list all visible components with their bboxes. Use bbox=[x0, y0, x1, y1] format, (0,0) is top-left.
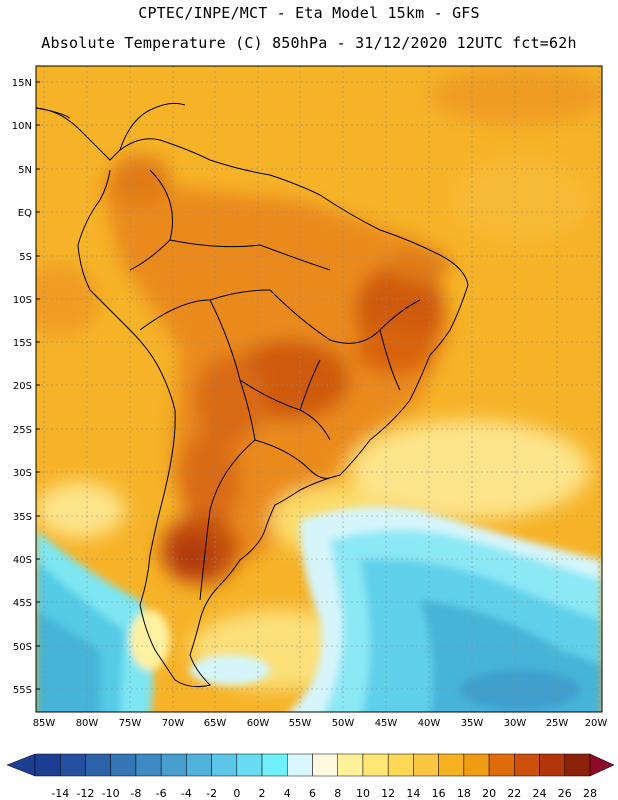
lon-label: 25W bbox=[546, 718, 569, 729]
colorbar-label: 22 bbox=[507, 787, 521, 800]
colorbar-label: 8 bbox=[334, 787, 341, 800]
map-subtitle: Absolute Temperature (C) 850hPa - 31/12/… bbox=[41, 34, 577, 52]
colorbar-label: 2 bbox=[259, 787, 266, 800]
lat-ticks bbox=[36, 81, 40, 690]
colorbar-swatch bbox=[261, 753, 288, 777]
lon-label: 80W bbox=[76, 718, 99, 729]
coastlines bbox=[36, 102, 469, 688]
temperature-field bbox=[36, 66, 602, 712]
colorbar-swatch bbox=[160, 753, 187, 777]
lat-label: 15N bbox=[12, 78, 32, 89]
lat-label: 35S bbox=[13, 512, 32, 523]
lat-label: 15S bbox=[13, 338, 32, 349]
colorbar-label: 26 bbox=[558, 787, 572, 800]
lon-label: 30W bbox=[504, 718, 527, 729]
colorbar-label: -6 bbox=[156, 787, 167, 800]
lon-label: 85W bbox=[33, 718, 56, 729]
colorbar-swatch bbox=[387, 753, 414, 777]
lat-label: 50S bbox=[13, 642, 32, 653]
colorbar-swatch bbox=[312, 753, 338, 777]
colorbar-label: 20 bbox=[482, 787, 496, 800]
lon-label: 50W bbox=[332, 718, 355, 729]
colorbar-label: 18 bbox=[457, 787, 471, 800]
lon-label: 35W bbox=[461, 718, 484, 729]
lon-label: 45W bbox=[375, 718, 398, 729]
colorbar-swatch bbox=[85, 753, 111, 777]
lat-label: 20S bbox=[13, 381, 32, 392]
colorbar-swatch bbox=[211, 753, 238, 777]
lat-label: 10S bbox=[13, 295, 32, 306]
colorbar-label: 24 bbox=[533, 787, 547, 800]
colorbar-label: -8 bbox=[130, 787, 141, 800]
colorbar-label: 14 bbox=[406, 787, 420, 800]
longitude-labels: 85W 80W 75W 70W 65W 60W 55W 50W 45W 40W … bbox=[33, 718, 608, 729]
colorbar-swatch bbox=[539, 753, 566, 777]
lat-label: 55S bbox=[13, 685, 32, 696]
colorbar-swatch bbox=[59, 753, 86, 777]
lon-label: 40W bbox=[418, 718, 441, 729]
colorbar-label: -10 bbox=[102, 787, 120, 800]
lat-label: 40S bbox=[13, 555, 32, 566]
colorbar-label: 16 bbox=[432, 787, 446, 800]
colorbar-swatch bbox=[337, 753, 364, 777]
colorbar-swatch bbox=[186, 753, 212, 777]
colorbar-label: 0 bbox=[233, 787, 240, 800]
colorbar-extend-low bbox=[6, 753, 36, 777]
colorbar-swatch bbox=[488, 753, 515, 777]
colorbar-swatch bbox=[413, 753, 439, 777]
lon-label: 60W bbox=[247, 718, 270, 729]
colorbar-swatch bbox=[564, 753, 591, 777]
lat-label: 30S bbox=[13, 468, 32, 479]
colorbar-swatch bbox=[514, 753, 540, 777]
colorbar-swatch bbox=[287, 753, 313, 777]
map-title: CPTEC/INPE/MCT - Eta Model 15km - GFS bbox=[138, 4, 480, 22]
lat-label: 5S bbox=[19, 252, 32, 263]
lat-label: 10N bbox=[12, 121, 32, 132]
colorbar-swatch bbox=[110, 753, 137, 777]
colorbar-label: -12 bbox=[76, 787, 94, 800]
lat-label: 5N bbox=[18, 165, 32, 176]
colorbar-swatch bbox=[236, 753, 263, 777]
lon-label: 70W bbox=[162, 718, 185, 729]
colorbar-label: 12 bbox=[381, 787, 395, 800]
lon-label: 65W bbox=[204, 718, 227, 729]
lon-label: 20W bbox=[585, 718, 608, 729]
colorbar-swatch bbox=[463, 753, 490, 777]
colorbar-label: 6 bbox=[309, 787, 316, 800]
colorbar-label: -4 bbox=[181, 787, 192, 800]
lat-label: 25S bbox=[13, 425, 32, 436]
colorbar-label: -14 bbox=[51, 787, 69, 800]
colorbar-extend-high bbox=[589, 753, 615, 777]
latitude-labels: 15N 10N 5N EQ 5S 10S 15S 20S 25S 30S 35S… bbox=[12, 78, 32, 696]
lon-label: 55W bbox=[289, 718, 312, 729]
lat-label: EQ bbox=[18, 208, 32, 219]
colorbar-label: 4 bbox=[284, 787, 291, 800]
lat-label: 45S bbox=[13, 598, 32, 609]
colorbar-swatch bbox=[135, 753, 162, 777]
graticule bbox=[36, 66, 602, 712]
colorbar-swatch bbox=[34, 753, 61, 777]
lon-label: 75W bbox=[119, 718, 142, 729]
colorbar-label: 28 bbox=[583, 787, 597, 800]
colorbar-label: -2 bbox=[206, 787, 217, 800]
colorbar-label: 10 bbox=[356, 787, 370, 800]
map-frame bbox=[35, 65, 603, 713]
colorbar: -14 -12 -10 -8 -6 -4 -2 0 2 4 6 8 10 12 14 16 18 20 22 24 26… bbox=[6, 753, 615, 800]
colorbar-swatch bbox=[438, 753, 465, 777]
colorbar-swatch bbox=[362, 753, 389, 777]
